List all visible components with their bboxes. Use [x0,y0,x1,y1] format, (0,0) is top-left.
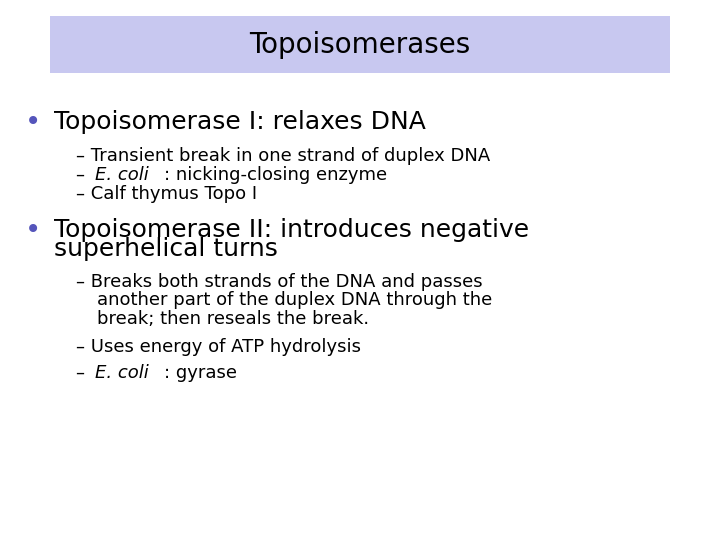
Text: – Calf thymus Topo I: – Calf thymus Topo I [76,185,257,204]
Text: : nicking-closing enzyme: : nicking-closing enzyme [164,166,387,184]
Text: – Transient break in one strand of duplex DNA: – Transient break in one strand of duple… [76,146,490,165]
Text: superhelical turns: superhelical turns [54,238,278,261]
Text: : gyrase: : gyrase [164,363,237,382]
Text: –: – [76,166,90,184]
Text: Topoisomerase II: introduces negative: Topoisomerase II: introduces negative [54,218,529,241]
Text: – Uses energy of ATP hydrolysis: – Uses energy of ATP hydrolysis [76,338,361,356]
Text: break; then reseals the break.: break; then reseals the break. [97,309,369,328]
Text: Topoisomerase I: relaxes DNA: Topoisomerase I: relaxes DNA [54,110,426,133]
Text: another part of the duplex DNA through the: another part of the duplex DNA through t… [97,291,492,309]
Text: E. coli: E. coli [94,166,148,184]
FancyBboxPatch shape [50,16,670,73]
Text: Topoisomerases: Topoisomerases [249,31,471,59]
Text: •: • [25,215,42,244]
Text: •: • [25,107,42,136]
Text: E. coli: E. coli [94,363,148,382]
Text: –: – [76,363,90,382]
Text: – Breaks both strands of the DNA and passes: – Breaks both strands of the DNA and pas… [76,273,482,291]
